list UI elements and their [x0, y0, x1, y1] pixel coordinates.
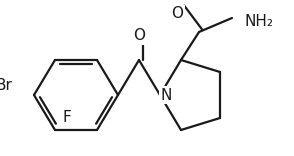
Text: O: O: [171, 7, 183, 22]
Text: N: N: [160, 88, 172, 102]
Text: F: F: [63, 110, 71, 125]
Text: O: O: [133, 29, 145, 44]
Text: NH₂: NH₂: [244, 15, 273, 29]
Text: Br: Br: [0, 78, 12, 93]
